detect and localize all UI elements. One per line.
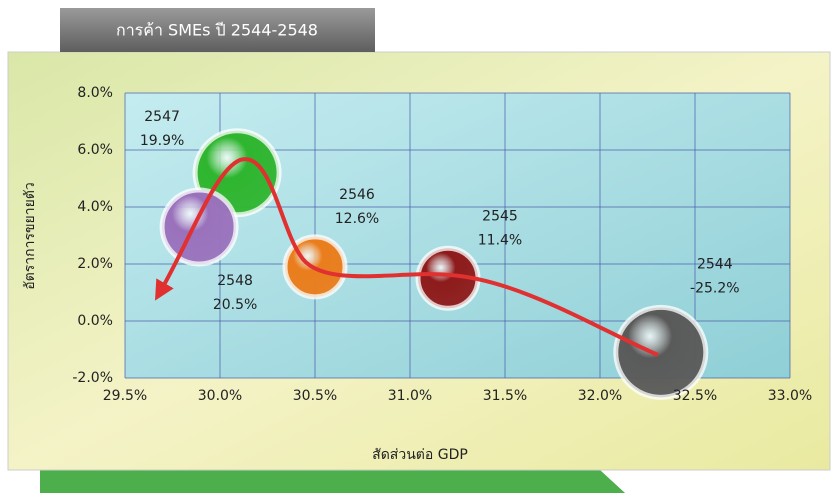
bubble [159, 187, 239, 267]
chart-title: การค้า SMEs ปี 2544-2548 [116, 21, 318, 40]
x-tick-label: 33.0% [768, 388, 812, 404]
point-label: 2547 [144, 109, 180, 125]
y-tick-label: -2.0% [72, 370, 113, 386]
y-tick-label: 8.0% [77, 85, 113, 101]
x-tick-label: 30.5% [293, 388, 337, 404]
y-tick-label: 0.0% [77, 313, 113, 329]
x-tick-label: 30.0% [198, 388, 242, 404]
title-tab [60, 8, 375, 52]
x-tick-label: 29.5% [103, 388, 147, 404]
point-label: 2545 [482, 208, 518, 224]
x-tick-label: 31.5% [483, 388, 527, 404]
point-annotation: 19.9% [140, 133, 184, 149]
footer-strip [40, 470, 625, 493]
point-annotation: 12.6% [335, 211, 379, 227]
bubble [613, 304, 709, 400]
x-tick-label: 32.5% [673, 388, 717, 404]
trend-arrow [155, 157, 659, 357]
point-label: 2548 [217, 273, 253, 289]
point-annotation: 20.5% [213, 297, 257, 313]
point-label: 2544 [697, 256, 733, 272]
x-tick-label: 31.0% [388, 388, 432, 404]
y-tick-label: 6.0% [77, 142, 113, 158]
y-axis-label: อัตราการขยายตัว [22, 182, 38, 290]
x-axis-label: สัดส่วนต่อ GDP [372, 447, 468, 463]
y-tick-label: 2.0% [77, 256, 113, 272]
point-annotation: 11.4% [478, 232, 522, 248]
point-label: 2546 [339, 187, 375, 203]
x-tick-label: 32.0% [578, 388, 622, 404]
point-annotation: -25.2% [690, 280, 740, 296]
y-tick-label: 4.0% [77, 199, 113, 215]
